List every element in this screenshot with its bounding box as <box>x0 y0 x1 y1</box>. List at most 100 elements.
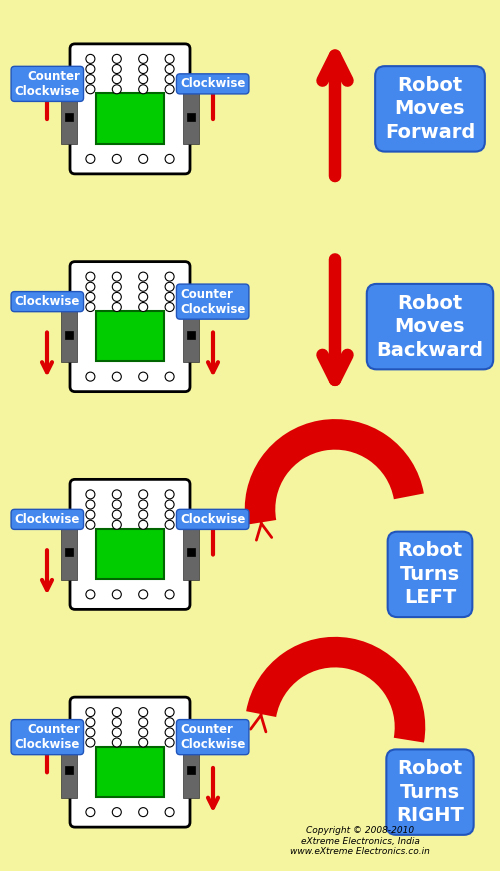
Circle shape <box>112 293 122 301</box>
Circle shape <box>86 75 95 84</box>
Circle shape <box>165 520 174 530</box>
Circle shape <box>165 738 174 747</box>
Text: Counter
Clockwise: Counter Clockwise <box>14 70 80 98</box>
Circle shape <box>138 84 147 94</box>
Circle shape <box>138 728 147 737</box>
Bar <box>65 113 73 121</box>
Circle shape <box>138 490 147 499</box>
Circle shape <box>86 718 95 726</box>
Circle shape <box>138 510 147 519</box>
Circle shape <box>112 718 122 726</box>
Circle shape <box>86 738 95 747</box>
Circle shape <box>86 807 95 817</box>
Circle shape <box>112 520 122 530</box>
Text: Clockwise: Clockwise <box>14 513 80 526</box>
Circle shape <box>165 272 174 281</box>
Circle shape <box>112 302 122 312</box>
Bar <box>183 525 199 580</box>
Circle shape <box>138 500 147 509</box>
Circle shape <box>86 520 95 530</box>
Text: Robot
Turns
LEFT: Robot Turns LEFT <box>398 542 462 607</box>
Circle shape <box>165 154 174 164</box>
Circle shape <box>112 54 122 64</box>
Circle shape <box>138 590 147 599</box>
Bar <box>61 307 77 362</box>
Bar <box>61 525 77 580</box>
Text: Robot
Moves
Forward: Robot Moves Forward <box>385 76 475 142</box>
Circle shape <box>86 500 95 509</box>
Circle shape <box>86 282 95 291</box>
Circle shape <box>138 302 147 312</box>
Circle shape <box>165 590 174 599</box>
Circle shape <box>112 738 122 747</box>
Bar <box>96 311 164 361</box>
Circle shape <box>165 728 174 737</box>
Circle shape <box>86 54 95 64</box>
Bar <box>96 746 164 797</box>
Text: Copyright © 2008-2010
eXtreme Electronics, India
www.eXtreme Electronics.co.in: Copyright © 2008-2010 eXtreme Electronic… <box>290 826 430 856</box>
Circle shape <box>165 282 174 291</box>
Circle shape <box>165 500 174 509</box>
Circle shape <box>165 510 174 519</box>
Circle shape <box>138 54 147 64</box>
Bar <box>187 331 195 339</box>
Bar <box>96 529 164 579</box>
Circle shape <box>86 84 95 94</box>
Circle shape <box>112 500 122 509</box>
Circle shape <box>165 75 174 84</box>
Circle shape <box>86 728 95 737</box>
Text: Clockwise: Clockwise <box>180 78 246 91</box>
Circle shape <box>112 75 122 84</box>
Circle shape <box>165 293 174 301</box>
Circle shape <box>138 718 147 726</box>
Circle shape <box>165 718 174 726</box>
Circle shape <box>165 64 174 73</box>
Circle shape <box>112 84 122 94</box>
Circle shape <box>165 372 174 381</box>
Circle shape <box>138 272 147 281</box>
Bar <box>187 766 195 774</box>
Circle shape <box>112 707 122 717</box>
FancyBboxPatch shape <box>70 479 190 610</box>
Bar <box>96 93 164 144</box>
Circle shape <box>138 64 147 73</box>
Bar <box>65 766 73 774</box>
Circle shape <box>112 282 122 291</box>
Circle shape <box>86 64 95 73</box>
Circle shape <box>138 293 147 301</box>
FancyBboxPatch shape <box>70 261 190 392</box>
Circle shape <box>165 54 174 64</box>
Circle shape <box>86 510 95 519</box>
Circle shape <box>165 490 174 499</box>
Circle shape <box>138 520 147 530</box>
Circle shape <box>165 84 174 94</box>
Circle shape <box>138 372 147 381</box>
Circle shape <box>86 154 95 164</box>
Circle shape <box>86 302 95 312</box>
Circle shape <box>138 282 147 291</box>
FancyBboxPatch shape <box>70 44 190 174</box>
Circle shape <box>112 154 122 164</box>
Text: Counter
Clockwise: Counter Clockwise <box>14 723 80 751</box>
Text: Clockwise: Clockwise <box>180 513 246 526</box>
Text: Counter
Clockwise: Counter Clockwise <box>180 723 246 751</box>
Circle shape <box>138 807 147 817</box>
Bar <box>61 90 77 145</box>
Circle shape <box>86 293 95 301</box>
Bar <box>187 113 195 121</box>
Text: Clockwise: Clockwise <box>14 295 80 308</box>
Circle shape <box>86 707 95 717</box>
Text: Robot
Turns
RIGHT: Robot Turns RIGHT <box>396 760 464 825</box>
Circle shape <box>165 707 174 717</box>
Bar <box>187 549 195 557</box>
Circle shape <box>165 302 174 312</box>
Circle shape <box>86 372 95 381</box>
Circle shape <box>112 272 122 281</box>
Bar <box>65 549 73 557</box>
Circle shape <box>112 728 122 737</box>
Circle shape <box>112 64 122 73</box>
Circle shape <box>112 590 122 599</box>
Circle shape <box>138 154 147 164</box>
Bar <box>183 743 199 798</box>
Circle shape <box>165 807 174 817</box>
